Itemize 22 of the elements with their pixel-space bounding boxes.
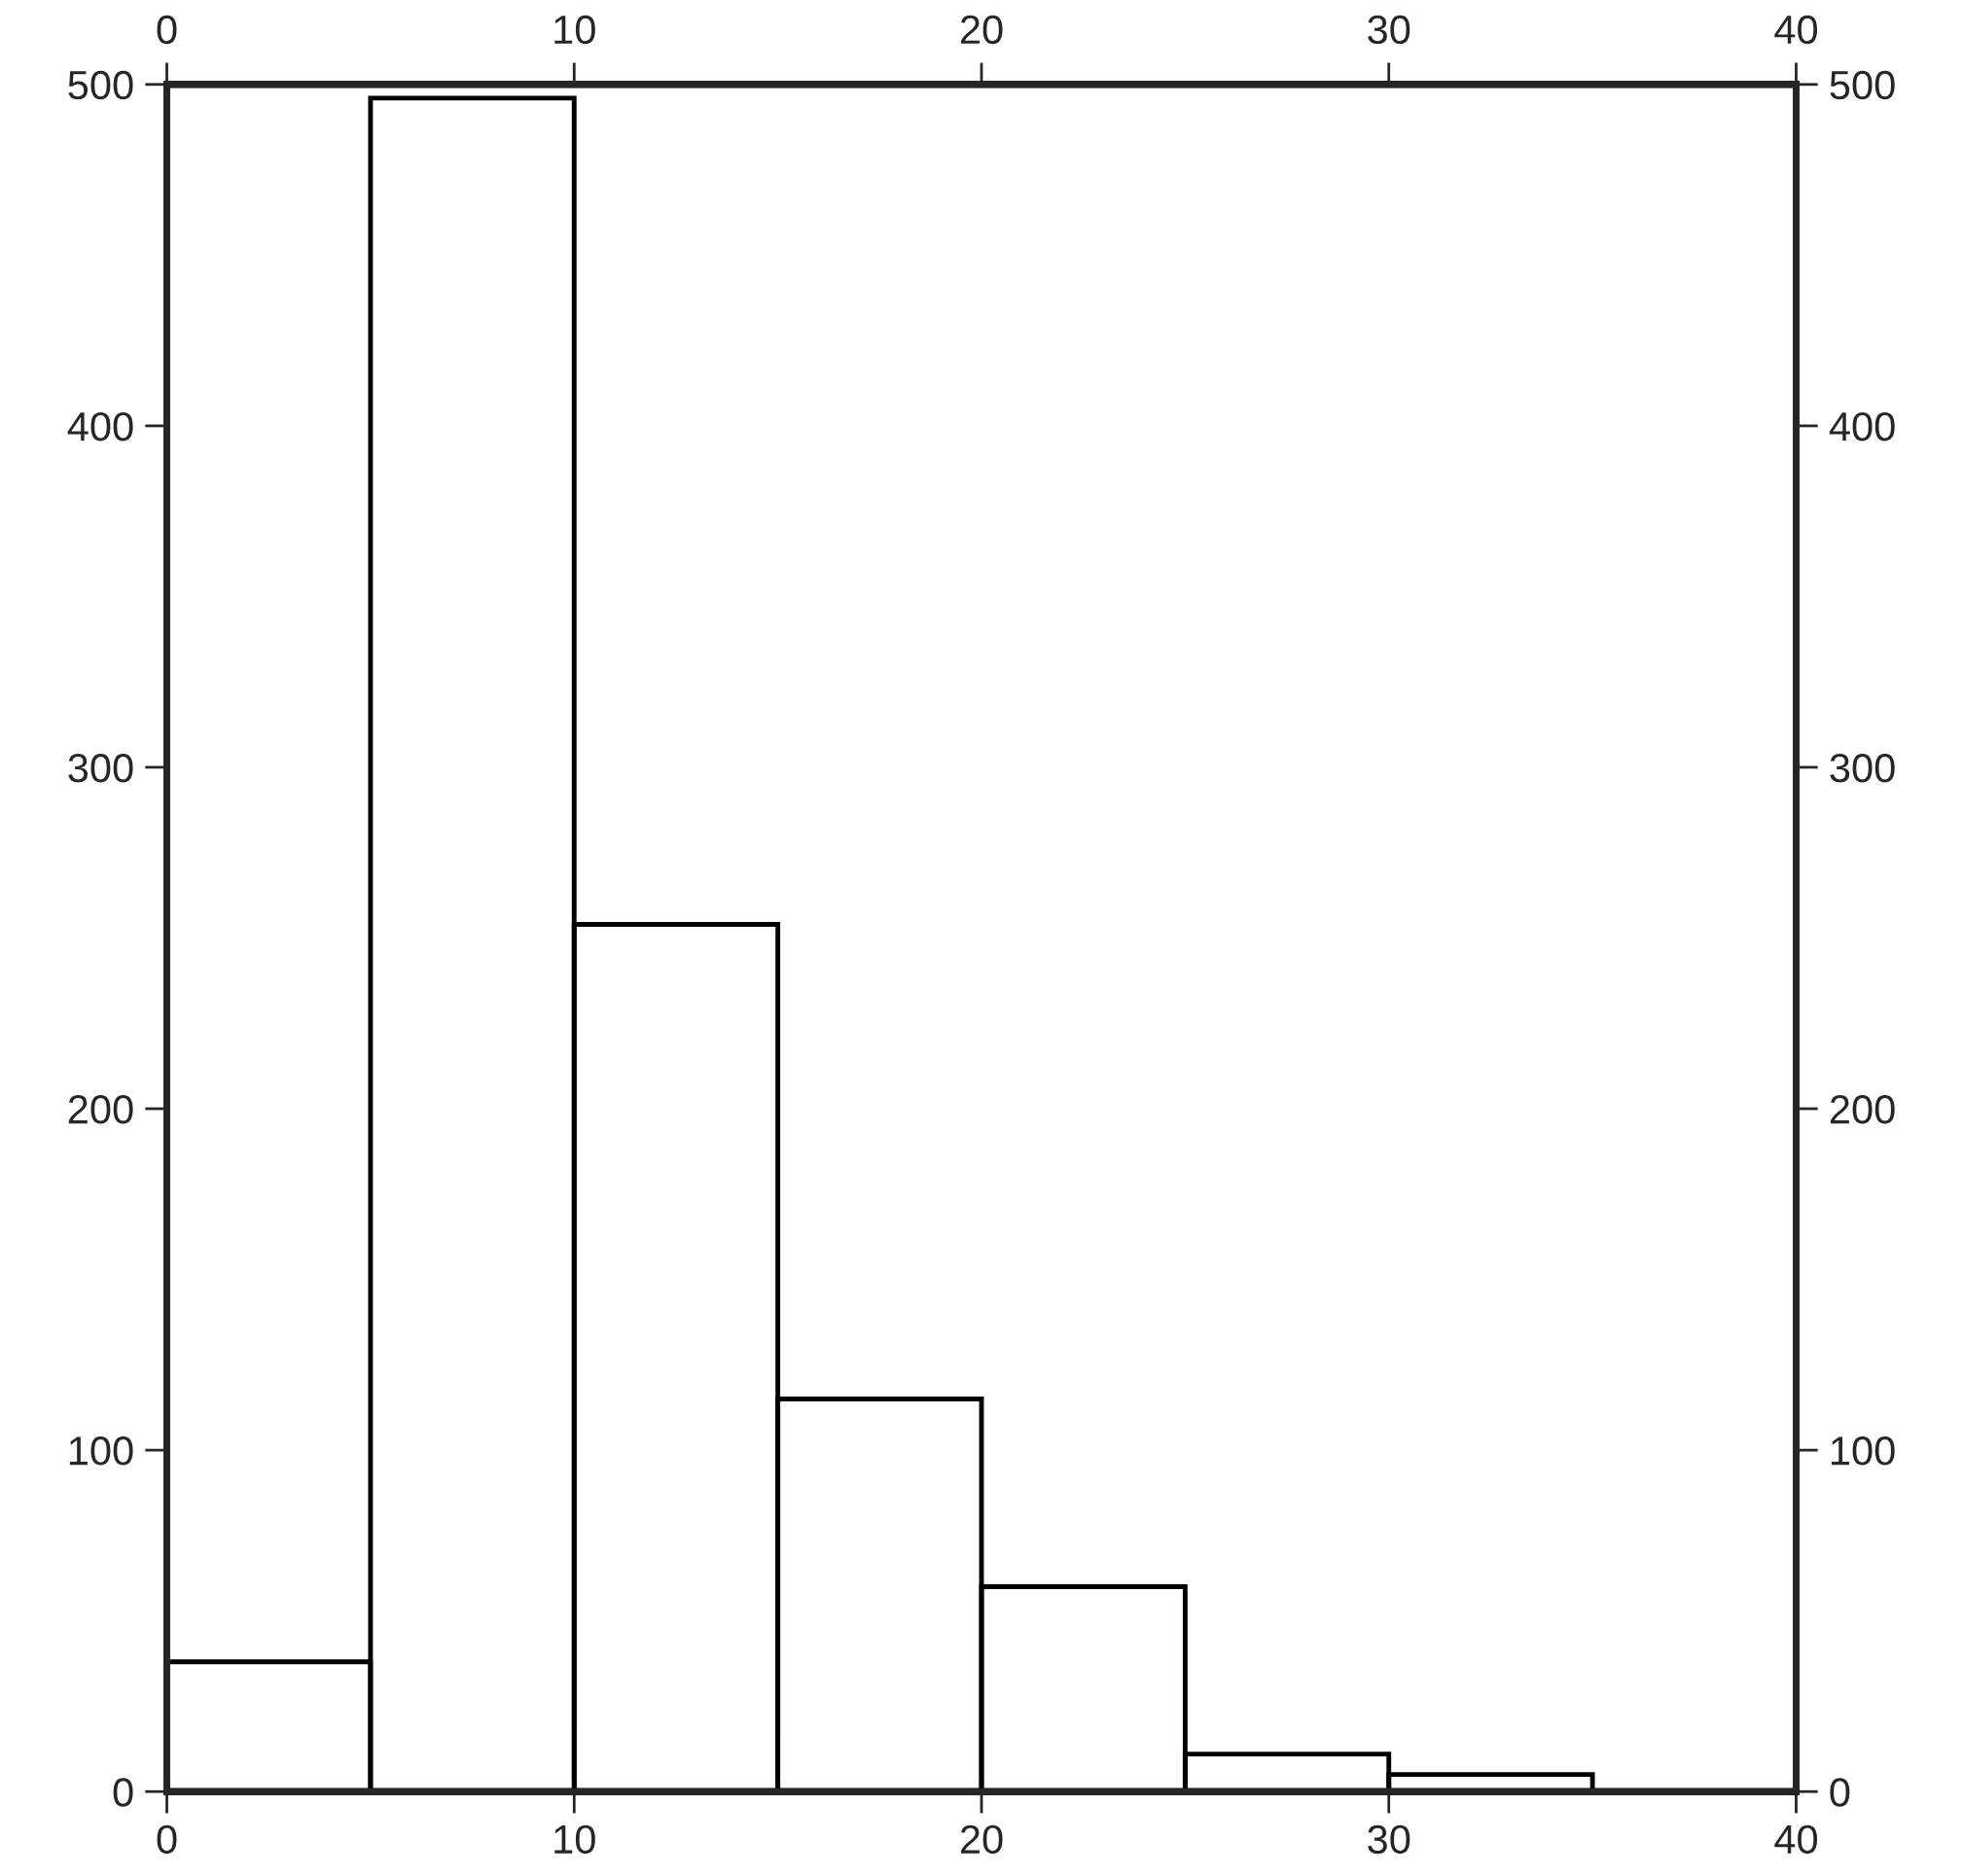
x2-tick-label: 40 xyxy=(1774,15,1818,45)
x-tick-label: 40 xyxy=(1774,1824,1818,1855)
y-tick-label: 100 xyxy=(69,1436,133,1466)
x2-tick-label: 10 xyxy=(554,15,595,45)
y2-tick-label: 0 xyxy=(1830,1778,1850,1807)
x-tick-label: 30 xyxy=(1368,1824,1410,1855)
x2-tick-label: 0 xyxy=(157,15,177,45)
x-tick-label: 0 xyxy=(157,1824,177,1855)
x2-tick-label: 20 xyxy=(960,15,1003,45)
y-tick-label: 500 xyxy=(68,70,133,100)
y2-tick-label: 400 xyxy=(1829,411,1895,442)
x-tick-label: 10 xyxy=(554,1824,595,1855)
x2-tick-label: 30 xyxy=(1368,15,1410,45)
y-tick-label: 400 xyxy=(67,411,133,442)
y2-tick-label: 500 xyxy=(1830,70,1895,100)
y2-tick-label: 200 xyxy=(1830,1095,1895,1124)
y-tick-label: 200 xyxy=(68,1095,133,1124)
y-tick-label: 300 xyxy=(68,753,133,783)
x-tick-label: 20 xyxy=(960,1824,1003,1855)
y2-tick-label: 100 xyxy=(1831,1436,1895,1466)
y-tick-label: 0 xyxy=(113,1778,133,1807)
y2-tick-label: 300 xyxy=(1830,753,1895,783)
